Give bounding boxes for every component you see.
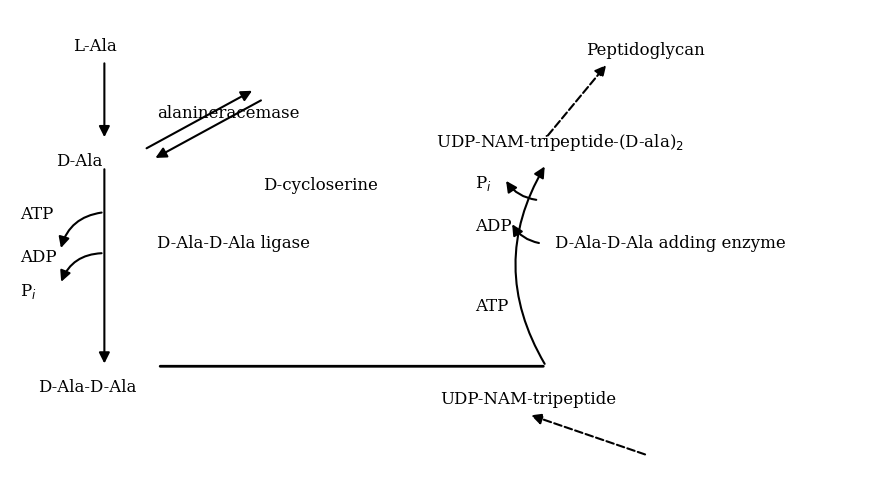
- Text: ADP: ADP: [476, 218, 512, 235]
- Text: D-Ala-D-Ala: D-Ala-D-Ala: [38, 379, 137, 396]
- Text: P$_i$: P$_i$: [476, 174, 492, 193]
- Text: alanineracemase: alanineracemase: [157, 105, 300, 122]
- Text: D-Ala-D-Ala ligase: D-Ala-D-Ala ligase: [157, 235, 310, 252]
- Text: UDP-NAM-tripeptide-(D-ala)$_2$: UDP-NAM-tripeptide-(D-ala)$_2$: [436, 132, 684, 153]
- Text: L-Ala: L-Ala: [74, 37, 117, 55]
- Text: P$_i$: P$_i$: [20, 282, 37, 301]
- Text: ATP: ATP: [476, 298, 509, 315]
- Text: D-Ala: D-Ala: [56, 153, 102, 170]
- Text: UDP-NAM-tripeptide: UDP-NAM-tripeptide: [440, 392, 616, 409]
- Text: Peptidoglycan: Peptidoglycan: [586, 42, 705, 59]
- Text: ADP: ADP: [20, 249, 57, 266]
- Text: D-cycloserine: D-cycloserine: [263, 177, 378, 194]
- Text: ATP: ATP: [20, 206, 54, 223]
- Text: D-Ala-D-Ala adding enzyme: D-Ala-D-Ala adding enzyme: [555, 235, 786, 252]
